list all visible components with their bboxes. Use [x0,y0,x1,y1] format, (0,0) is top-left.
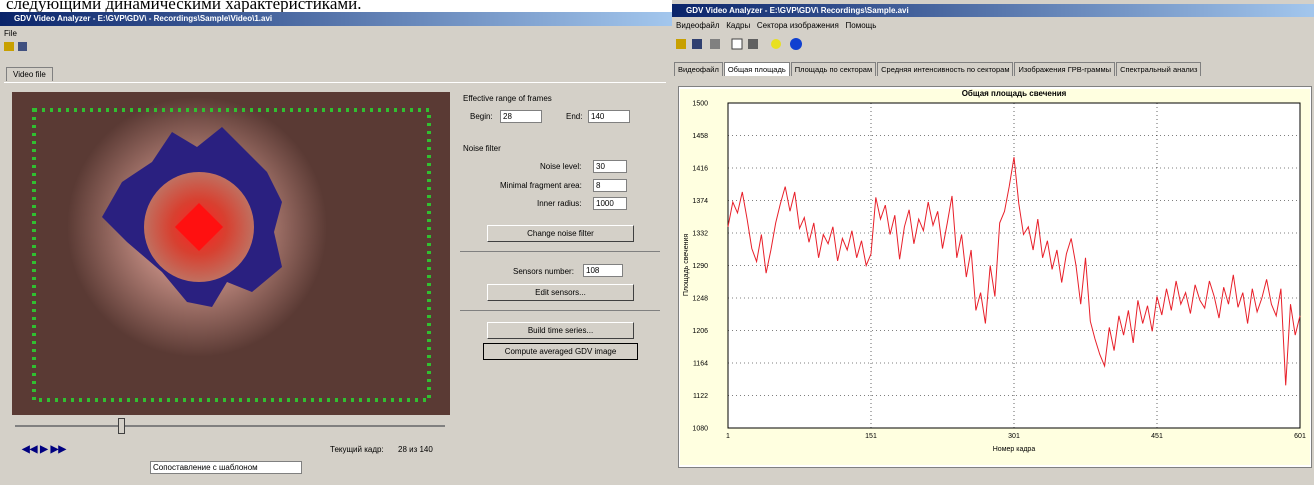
chart-title: Общая площадь свечения [962,89,1067,98]
y-tick-label: 1164 [693,361,708,368]
x-tick-label: 301 [1008,433,1020,440]
y-tick-label: 1374 [692,198,708,205]
x-tick-label: 451 [1151,433,1163,440]
y-tick-label: 1416 [692,166,708,173]
y-tick-label: 1332 [692,231,708,238]
x-axis-label: Номер кадра [993,446,1036,453]
x-tick-label: 1 [726,433,730,440]
y-tick-label: 1206 [692,328,708,335]
x-tick-label: 151 [865,433,877,440]
y-tick-label: 1080 [692,426,708,433]
y-tick-label: 1458 [692,133,708,140]
y-tick-label: 1122 [693,393,708,400]
chart: Общая площадь свечения Номер кадра Площа… [0,0,1314,485]
y-tick-label: 1500 [692,101,708,108]
x-tick-label: 601 [1294,433,1306,440]
page: следующими динамическими характеристикам… [0,0,1314,485]
y-axis-label: Площадь свечения [683,234,690,297]
y-tick-label: 1248 [692,296,708,303]
y-tick-label: 1290 [692,263,708,270]
